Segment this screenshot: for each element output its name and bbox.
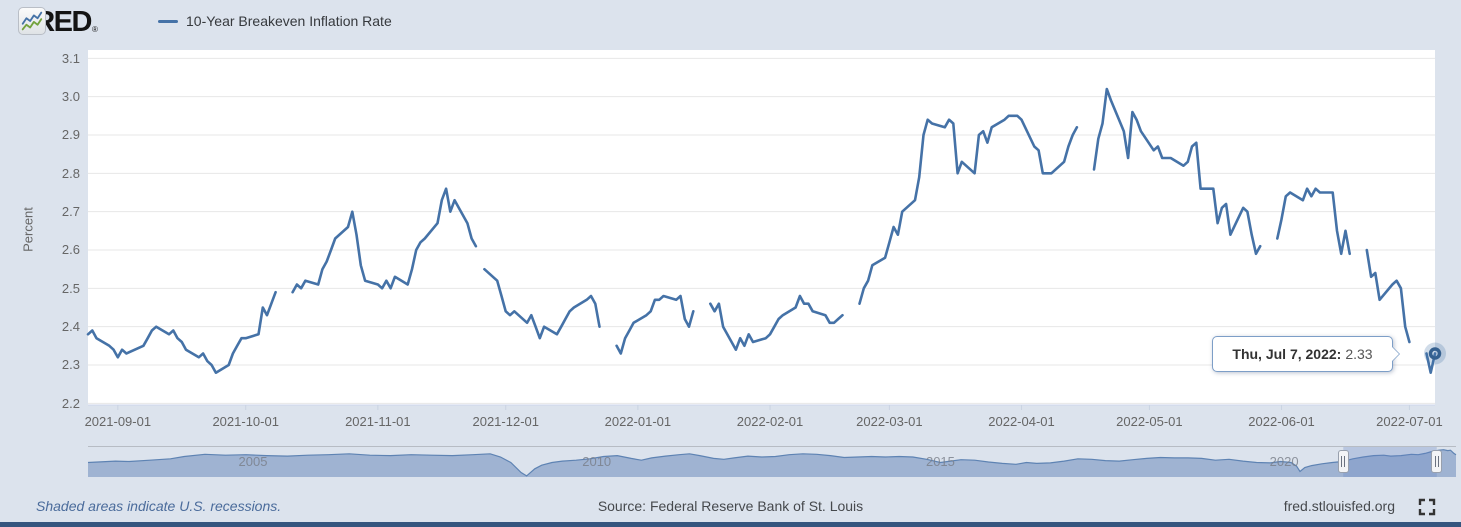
legend: 10-Year Breakeven Inflation Rate bbox=[158, 13, 392, 29]
fred-logo[interactable]: FRED ® bbox=[18, 7, 102, 37]
recession-note: Shaded areas indicate U.S. recessions. bbox=[36, 498, 282, 514]
navigator-right-handle[interactable] bbox=[1431, 450, 1443, 473]
navigator-year-label: 2010 bbox=[582, 454, 612, 469]
navigator-left-handle[interactable] bbox=[1337, 450, 1349, 473]
legend-line-swatch bbox=[158, 19, 178, 23]
fred-sparkline-icon bbox=[18, 7, 46, 35]
navigator-year-label: 2020 bbox=[1269, 454, 1299, 469]
tooltip-value: 2.33 bbox=[1345, 346, 1373, 362]
navigator-year-label: 2005 bbox=[238, 454, 268, 469]
tooltip: Thu, Jul 7, 2022: 2.33 bbox=[1212, 336, 1400, 372]
main-chart[interactable] bbox=[0, 0, 1461, 446]
legend-series-label: 10-Year Breakeven Inflation Rate bbox=[186, 13, 392, 29]
fred-site-link[interactable]: fred.stlouisfed.org bbox=[1283, 498, 1395, 514]
navigator-year-label: 2015 bbox=[925, 454, 955, 469]
header: FRED ® 10-Year Breakeven Inflation Rate bbox=[0, 0, 1461, 44]
bottom-accent-bar bbox=[0, 522, 1461, 527]
y-axis-title: Percent bbox=[20, 207, 36, 252]
fullscreen-button[interactable] bbox=[1417, 497, 1437, 517]
registered-mark: ® bbox=[91, 25, 98, 34]
tooltip-date: Thu, Jul 7, 2022: bbox=[1232, 346, 1342, 362]
source-text: Source: Federal Reserve Bank of St. Loui… bbox=[597, 498, 864, 514]
fullscreen-icon bbox=[1418, 498, 1436, 516]
navigator-chart[interactable] bbox=[0, 444, 1461, 486]
